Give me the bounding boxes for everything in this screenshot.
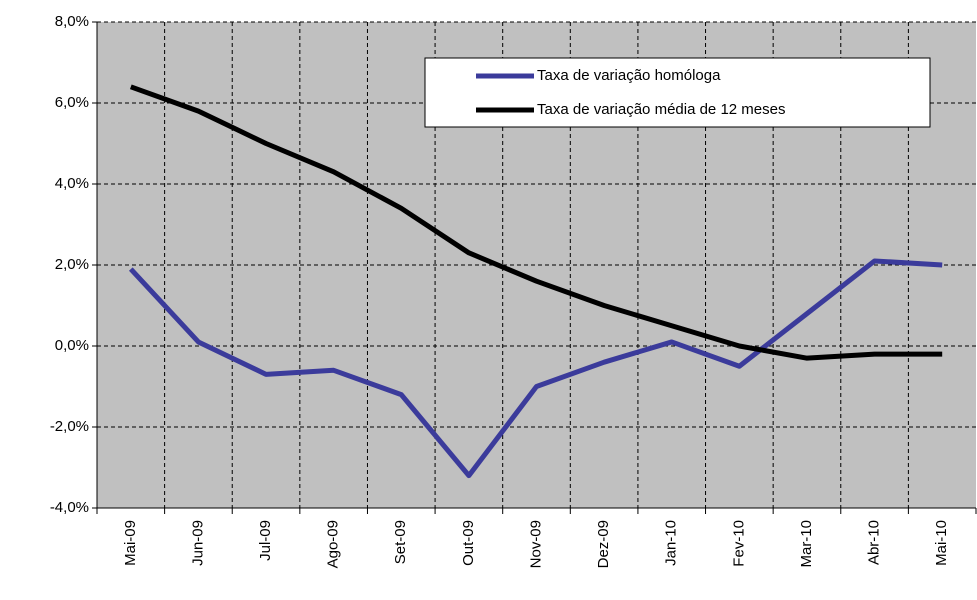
y-tick-label: 4,0% (55, 175, 89, 192)
legend-label: Taxa de variação média de 12 meses (537, 101, 785, 118)
legend-box (424, 57, 931, 128)
series-line (128, 258, 943, 479)
x-tick-label: Nov-09 (527, 520, 544, 568)
x-tick-label: Set-09 (392, 520, 409, 564)
x-tick-label: Mai-10 (933, 520, 950, 566)
y-tick-label: -4,0% (50, 499, 89, 516)
x-tick-label: Mai-09 (122, 520, 139, 566)
y-tick-label: -2,0% (50, 418, 89, 435)
y-tick-label: 0,0% (55, 337, 89, 354)
x-tick-label: Out-09 (460, 520, 477, 566)
y-tick-label: 2,0% (55, 256, 89, 273)
x-tick-label: Dez-09 (595, 520, 612, 568)
series-line (129, 84, 943, 361)
x-tick-label: Ago-09 (325, 520, 342, 568)
x-tick-label: Abr-10 (866, 520, 883, 565)
x-tick-label: Fev-10 (730, 520, 747, 567)
x-tick-label: Mar-10 (798, 520, 815, 568)
legend-label: Taxa de variação homóloga (537, 67, 721, 84)
x-tick-label: Jul-09 (257, 520, 274, 561)
y-tick-label: 6,0% (55, 94, 89, 111)
x-tick-label: Jun-09 (189, 520, 206, 566)
x-tick-label: Jan-10 (663, 520, 680, 566)
y-tick-label: 8,0% (55, 13, 89, 30)
